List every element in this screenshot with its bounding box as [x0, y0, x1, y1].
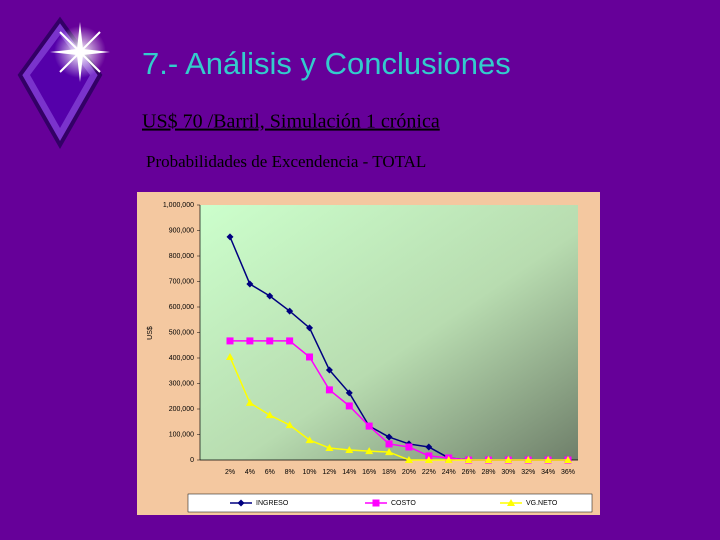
x-tick-label: 8% — [285, 469, 295, 476]
marker — [564, 456, 572, 463]
x-tick-label: 22% — [422, 469, 436, 476]
x-tick-label: 32% — [521, 469, 535, 476]
marker — [246, 280, 254, 288]
plot-area — [200, 205, 578, 460]
marker — [325, 366, 333, 374]
marker — [226, 337, 234, 345]
marker — [286, 307, 294, 315]
marker — [266, 292, 274, 300]
x-tick-label: 12% — [322, 469, 336, 476]
y-tick-label: 800,000 — [169, 253, 194, 260]
marker — [464, 456, 473, 463]
x-tick-label: 28% — [481, 469, 495, 476]
y-tick-label: 400,000 — [169, 355, 194, 362]
x-tick-label: 2% — [225, 469, 235, 476]
marker — [265, 411, 274, 419]
marker — [425, 452, 433, 460]
legend-box — [187, 493, 593, 513]
marker — [345, 446, 354, 454]
x-tick-label: 34% — [541, 469, 555, 476]
marker — [524, 456, 533, 463]
y-tick-label: 1,000,000 — [163, 202, 194, 209]
marker — [365, 447, 374, 455]
marker — [325, 444, 334, 452]
caption: Probabilidades de Excendencia - TOTAL — [146, 152, 426, 171]
marker — [306, 353, 314, 361]
marker — [425, 443, 433, 451]
marker — [306, 324, 314, 332]
chart: 0 100,000 200,000 300,000 400,000 500,000 600,… — [147, 202, 578, 507]
marker — [484, 456, 493, 463]
y-axis-label: US$ — [147, 326, 154, 340]
y-tick-label: 300,000 — [169, 380, 194, 387]
x-tick-label: 16% — [362, 469, 376, 476]
y-tick-label: 700,000 — [169, 278, 194, 285]
slide-title: 7.- Análisis y Conclusiones — [142, 46, 511, 81]
marker — [504, 456, 513, 463]
x-tick-label: 36% — [561, 469, 575, 476]
marker — [285, 421, 294, 429]
marker — [286, 337, 294, 345]
series-line — [229, 356, 568, 461]
x-tick-label: 6% — [265, 469, 275, 476]
marker — [444, 456, 453, 463]
marker — [385, 440, 393, 448]
marker — [385, 448, 394, 456]
x-tick-label: 24% — [442, 469, 456, 476]
marker — [345, 389, 353, 397]
y-tick-label: 0 — [190, 457, 194, 464]
legend-label: INGRESO — [256, 500, 289, 507]
marker — [404, 456, 413, 463]
marker — [345, 402, 353, 410]
marker — [245, 398, 254, 406]
marker — [325, 386, 333, 394]
legend-marker — [507, 499, 515, 506]
x-tick-label: 18% — [382, 469, 396, 476]
logo — [17, 16, 110, 150]
x-tick-label: 20% — [402, 469, 416, 476]
marker — [226, 352, 234, 360]
y-tick-label: 600,000 — [169, 304, 194, 311]
marker — [405, 443, 413, 451]
y-tick-label: 100,000 — [169, 431, 194, 438]
marker — [424, 456, 433, 463]
marker — [246, 337, 254, 345]
marker — [266, 337, 274, 345]
marker — [544, 456, 553, 463]
y-tick-label: 500,000 — [169, 329, 194, 336]
marker — [305, 436, 314, 444]
x-tick-label: 14% — [342, 469, 356, 476]
x-tick-label: 10% — [303, 469, 317, 476]
y-tick-label: 200,000 — [169, 406, 194, 413]
y-tick-label: 900,000 — [169, 227, 194, 234]
subtitle: US$ 70 /Barril, Simulación 1 crónica — [142, 111, 440, 133]
x-tick-label: 4% — [245, 469, 255, 476]
marker — [385, 433, 393, 441]
marker — [226, 233, 234, 241]
legend-marker — [237, 499, 245, 507]
x-tick-label: 26% — [462, 469, 476, 476]
x-tick-label: 30% — [501, 469, 515, 476]
legend-label: VG.NETO — [526, 500, 558, 507]
legend-label: COSTO — [391, 500, 416, 507]
marker — [365, 422, 373, 430]
legend-marker — [372, 499, 380, 507]
